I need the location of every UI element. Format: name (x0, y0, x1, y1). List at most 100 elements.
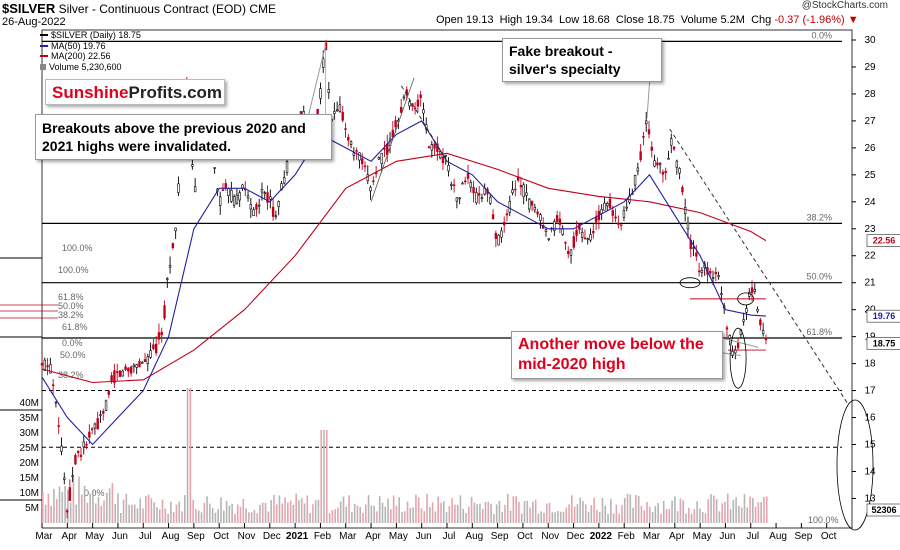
candle-body (656, 162, 659, 166)
candle-body (697, 270, 701, 273)
volume-bar (718, 511, 721, 523)
volume-bar (612, 513, 615, 523)
left-fib-label: 100.0% (58, 265, 89, 275)
candle-body (138, 360, 141, 368)
candle-body (399, 106, 403, 113)
candle-body (171, 243, 175, 249)
candle-body (141, 362, 144, 364)
x-tick-label: Mar (339, 531, 357, 542)
volume-bar (320, 430, 323, 523)
volume-bar (657, 503, 659, 523)
volume-bar (245, 508, 247, 523)
volume-bar (509, 510, 512, 523)
candle-body (154, 343, 158, 354)
volume-bar (431, 502, 434, 523)
chg-value: -0.37 (-1.96%) (774, 14, 845, 26)
candle-body (213, 167, 216, 169)
candle-body (547, 238, 550, 241)
volume-bar (334, 509, 336, 523)
candle-body (695, 252, 698, 257)
left-fib-label: 0.0% (84, 488, 105, 498)
candle-body (252, 209, 255, 217)
volume-bar (571, 495, 573, 523)
candle-body (533, 206, 537, 211)
volume-bar (707, 499, 710, 523)
left-fib-label: 38.2% (58, 370, 84, 380)
price-tick-label: 15 (864, 439, 876, 450)
candle-body (269, 196, 272, 200)
volume-bar (738, 505, 740, 523)
volume-bar (72, 477, 75, 523)
candle-body (74, 455, 77, 465)
candle-body (274, 215, 278, 218)
volume-bar (423, 511, 426, 523)
price-tick-label: 25 (864, 170, 876, 181)
highlight-ellipse (836, 399, 874, 531)
candle-body (344, 128, 347, 130)
last-price-tag (866, 337, 900, 350)
volume-bar (470, 496, 473, 523)
candle-body (672, 146, 676, 150)
x-tick-label: 2021 (286, 531, 309, 542)
volume-bar (217, 509, 220, 523)
left-fib-label: 100.0% (62, 243, 93, 253)
volume-bar (178, 501, 181, 523)
volume-bar (754, 506, 757, 523)
volume-bar (420, 508, 423, 523)
x-tick-label: Feb (618, 531, 636, 542)
x-tick-label: Apr (62, 531, 78, 542)
volume-bar (298, 500, 300, 523)
candle-body (461, 182, 464, 185)
volume-bar (119, 512, 122, 523)
volume-bar (573, 506, 576, 523)
price-tick-label: 28 (864, 89, 876, 100)
candle-body (742, 319, 745, 322)
volume-bar (267, 511, 270, 523)
volume-bar (648, 506, 651, 523)
volume-bar (80, 494, 83, 523)
volume-bar (395, 505, 398, 523)
volume-tag-text: 52306 (871, 505, 896, 515)
volume-bar (317, 499, 320, 523)
volume-bar (735, 497, 737, 523)
x-tick-label: Oct (517, 531, 533, 542)
x-tick-label: Dec (567, 531, 585, 542)
quote-bar: Open 19.13 High 19.34 Low 18.68 Close 18… (436, 14, 859, 26)
candle-body (79, 454, 83, 457)
candle-body (645, 120, 648, 125)
candle-body (477, 193, 481, 196)
candle-body (642, 136, 645, 138)
volume-bar (192, 500, 194, 523)
volume-bar (61, 491, 64, 523)
candle-body (564, 241, 567, 244)
legend-swatch (40, 63, 46, 70)
fib-label: 38.2% (806, 212, 832, 222)
candle-body (614, 216, 617, 219)
volume-bar (554, 512, 556, 523)
volume-bar (568, 504, 570, 523)
volume-bar (749, 496, 751, 523)
candle-body (683, 206, 687, 215)
volume-bar (409, 508, 412, 523)
volume-bar (111, 483, 114, 523)
exchange: CME (249, 2, 276, 16)
price-tick-label: 23 (864, 224, 876, 235)
volume-bar (559, 511, 562, 523)
volume-bar (390, 509, 392, 523)
volume-bar (128, 504, 130, 523)
volume-bar (551, 512, 554, 523)
volume-bar (490, 503, 492, 523)
stockcharts-watermark: @StockCharts.com (801, 0, 888, 11)
volume-bar (222, 510, 225, 523)
candle-body (450, 184, 453, 186)
candle-body (260, 189, 264, 193)
candle-body (219, 196, 222, 206)
volume-bar (704, 513, 707, 523)
candle-body (322, 58, 325, 68)
dashed-trend-2021 (401, 85, 448, 162)
volume-bar (448, 506, 451, 523)
volume-bar (679, 498, 682, 523)
volume-bar (312, 504, 314, 523)
volume-bar (231, 503, 233, 523)
volume-bar (114, 504, 116, 523)
